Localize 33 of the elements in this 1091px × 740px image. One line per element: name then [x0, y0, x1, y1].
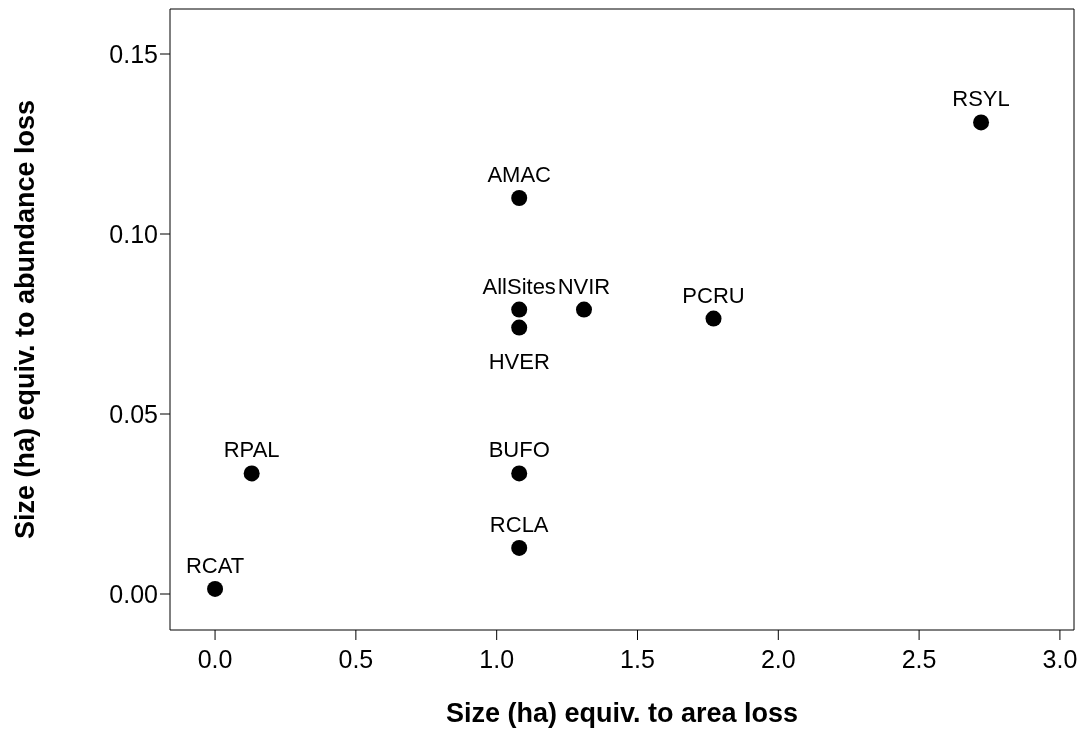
annotation: AMAC [487, 161, 552, 187]
annotation: AllSites [482, 273, 556, 299]
x-tick-label: 0.5 [338, 644, 374, 673]
point [511, 465, 528, 482]
point [511, 301, 528, 318]
annotation: RSYL [952, 86, 1010, 112]
y-tick-label: 0.05 [109, 399, 158, 428]
annotation: RPAL [223, 437, 280, 463]
annotation: RCLA [489, 511, 549, 537]
x-tick-label: 2.0 [760, 644, 796, 673]
point [511, 190, 528, 206]
annotation: NVIR [557, 273, 611, 299]
y-tick-label: 0.15 [109, 39, 158, 68]
y-tick-label: 0.00 [109, 579, 158, 608]
y-axis-title: Size (ha) equiv. to abundance loss [9, 99, 40, 540]
x-tick-label: 1.0 [479, 644, 515, 673]
x-tick-label: 1.5 [620, 644, 655, 673]
point [973, 114, 990, 131]
x-tick-label: 2.5 [901, 644, 937, 673]
point [705, 310, 722, 327]
point [511, 319, 528, 336]
annotation: BUFO [488, 437, 550, 463]
annotation: PCRU [682, 282, 745, 308]
annotation: HVER [488, 349, 550, 375]
annotation: RCAT [185, 552, 245, 578]
y-tick-label: 0.10 [109, 219, 158, 248]
point [575, 301, 592, 318]
point [207, 580, 224, 597]
x-axis-title: Size (ha) equiv. to area loss [445, 698, 799, 728]
x-tick-label: 0.0 [197, 644, 233, 673]
point [511, 539, 528, 556]
point [243, 465, 260, 482]
x-tick-label: 3.0 [1042, 644, 1078, 673]
